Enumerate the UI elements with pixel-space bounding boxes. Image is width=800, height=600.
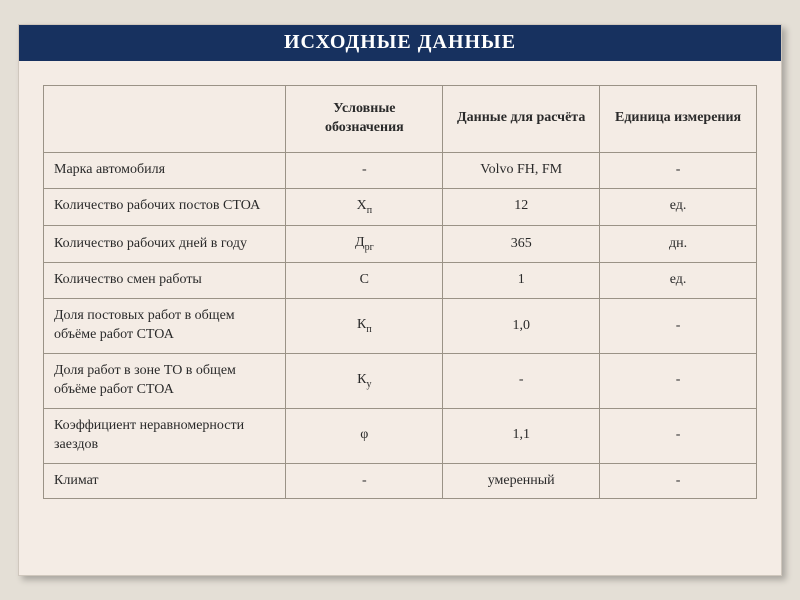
col-header-value: Данные для расчёта [443, 86, 600, 153]
col-header-unit: Единица измерения [600, 86, 757, 153]
cell-value: умеренный [443, 463, 600, 499]
cell-value: 365 [443, 225, 600, 262]
cell-unit: дн. [600, 225, 757, 262]
cell-unit: ед. [600, 188, 757, 225]
col-header-param [44, 86, 286, 153]
data-table: Условные обозначения Данные для расчёта … [43, 85, 757, 499]
cell-unit: - [600, 463, 757, 499]
cell-param: Коэффициент неравномерности заездов [44, 408, 286, 463]
cell-unit: - [600, 152, 757, 188]
cell-symbol: - [286, 463, 443, 499]
table-container: Условные обозначения Данные для расчёта … [19, 61, 781, 499]
cell-param: Количество рабочих постов СТОА [44, 188, 286, 225]
cell-symbol: Ку [286, 353, 443, 408]
cell-param: Количество смен работы [44, 263, 286, 299]
cell-unit: - [600, 353, 757, 408]
cell-param: Количество рабочих дней в году [44, 225, 286, 262]
table-header-row: Условные обозначения Данные для расчёта … [44, 86, 757, 153]
cell-value: - [443, 353, 600, 408]
table-row: Коэффициент неравномерности заездовφ1,1- [44, 408, 757, 463]
cell-value: 1,1 [443, 408, 600, 463]
cell-unit: - [600, 408, 757, 463]
cell-value: 1 [443, 263, 600, 299]
cell-symbol: С [286, 263, 443, 299]
cell-value: Volvo FH, FM [443, 152, 600, 188]
cell-value: 12 [443, 188, 600, 225]
cell-param: Доля работ в зоне ТО в общем объёме рабо… [44, 353, 286, 408]
slide-card: ИСХОДНЫЕ ДАННЫЕ Условные обозначения Дан… [18, 24, 782, 576]
table-row: Климат-умеренный- [44, 463, 757, 499]
table-row: Количество рабочих постов СТОАХп12ед. [44, 188, 757, 225]
cell-param: Климат [44, 463, 286, 499]
cell-symbol: Кп [286, 299, 443, 354]
page-title: ИСХОДНЫЕ ДАННЫЕ [19, 25, 781, 61]
cell-value: 1,0 [443, 299, 600, 354]
table-body: Марка автомобиля-Volvo FH, FM-Количество… [44, 152, 757, 499]
table-row: Доля постовых работ в общем объёме работ… [44, 299, 757, 354]
table-row: Марка автомобиля-Volvo FH, FM- [44, 152, 757, 188]
table-row: Доля работ в зоне ТО в общем объёме рабо… [44, 353, 757, 408]
cell-unit: ед. [600, 263, 757, 299]
cell-symbol: φ [286, 408, 443, 463]
cell-symbol: Хп [286, 188, 443, 225]
cell-param: Марка автомобиля [44, 152, 286, 188]
symbol-subscript: п [366, 324, 371, 335]
symbol-subscript: п [367, 204, 372, 215]
symbol-subscript: рг [365, 242, 374, 253]
cell-symbol: - [286, 152, 443, 188]
cell-param: Доля постовых работ в общем объёме работ… [44, 299, 286, 354]
cell-unit: - [600, 299, 757, 354]
table-row: Количество смен работыС1ед. [44, 263, 757, 299]
col-header-symbol: Условные обозначения [286, 86, 443, 153]
table-row: Количество рабочих дней в годуДрг365дн. [44, 225, 757, 262]
cell-symbol: Дрг [286, 225, 443, 262]
symbol-subscript: у [367, 378, 372, 389]
